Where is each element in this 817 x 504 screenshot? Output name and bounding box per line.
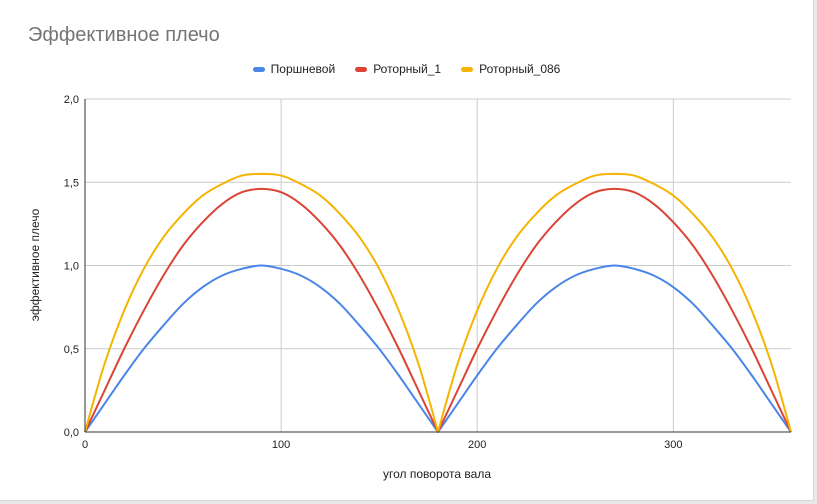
axes: 0,0 0,5 1,0 1,5 2,0 0 100 200 300 — [64, 94, 791, 451]
x-tick-label: 0 — [82, 439, 88, 451]
legend-label: Поршневой — [270, 62, 336, 76]
legend-label: Роторный_086 — [479, 62, 561, 76]
y-tick-label: 1,5 — [64, 177, 79, 189]
y-tick-label: 0,5 — [64, 344, 79, 356]
y-tick-label: 2,0 — [64, 94, 79, 106]
legend-swatch — [252, 66, 265, 72]
x-tick-label: 100 — [272, 439, 290, 451]
y-axis-title: эффективное плечо — [28, 208, 42, 321]
grid — [85, 98, 791, 432]
x-tick-label: 300 — [664, 439, 682, 451]
x-tick-label: 200 — [468, 439, 486, 451]
legend-label: Роторный_1 — [373, 62, 442, 76]
x-axis-title: угол поворота вала — [383, 467, 491, 481]
legend-item-rotorny-086[interactable]: Роторный_086 — [461, 62, 560, 76]
chart-title: Эффективное плечо — [28, 24, 220, 46]
series-line-1 — [84, 187, 792, 433]
y-tick-label: 0,0 — [64, 427, 79, 439]
legend-swatch — [355, 66, 368, 72]
chart-legend: Поршневой Роторный_1 Роторный_086 — [0, 62, 813, 76]
y-tick-label: 1,0 — [64, 261, 79, 273]
legend-item-porshnevoy[interactable]: Поршневой — [252, 62, 336, 76]
series-line-2 — [84, 172, 792, 433]
legend-swatch — [461, 66, 474, 72]
legend-item-rotorny-1[interactable]: Роторный_1 — [355, 62, 441, 76]
series-lines — [84, 172, 792, 433]
